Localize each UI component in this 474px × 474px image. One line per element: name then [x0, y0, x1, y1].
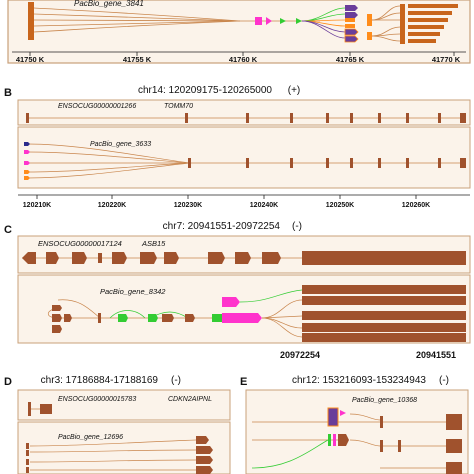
panel-c-reference-exons	[22, 251, 466, 265]
panel-b-reference-exons	[26, 113, 466, 123]
panel-b-gene-name: TOMM70	[164, 103, 193, 110]
panel-b-tick-label: 120210K	[23, 202, 51, 209]
panel-a-tick-label: 41770 K	[432, 55, 461, 64]
panel-c: C chr7: 20941551-20972254 (-) ENSOCUG000…	[4, 221, 471, 360]
panel-e-letter: E	[240, 376, 247, 388]
panel-d: D chr3: 17186884-17188169 (-) ENSOCUG000…	[4, 375, 231, 474]
panel-b-axis-ticks	[36, 195, 417, 199]
panel-e-title: chr12: 153216093-153234943	[292, 375, 426, 386]
panel-b-pacbio-track	[17, 126, 471, 189]
panel-d-pacbio-junctions	[29, 439, 197, 471]
panel-d-ens-label: ENSOCUG00000015783	[58, 396, 136, 403]
panel-b: B chr14: 120209175-120265000 (+) ENSOCUG…	[4, 85, 471, 209]
panel-c-ens-label: ENSOCUG00000017124	[38, 239, 122, 248]
panel-c-coord-left: 20972254	[280, 350, 320, 360]
panel-d-strand: (-)	[171, 375, 181, 386]
panel-d-reference-track	[17, 389, 231, 421]
panel-a-gene-label: PacBio_gene_3841	[74, 0, 144, 8]
panel-b-strand: (+)	[288, 85, 301, 96]
panel-d-pacbio-exons	[26, 436, 213, 474]
panel-e-pacbio-label: PacBio_gene_10368	[352, 397, 417, 404]
panel-b-title: chr14: 120209175-120265000	[138, 85, 272, 96]
panel-e-pacbio-track	[245, 389, 469, 474]
panel-d-reference-exons	[28, 402, 52, 416]
panel-b-reference-track	[17, 99, 471, 126]
panel-c-letter: C	[4, 224, 12, 236]
panel-a-alt-exons	[344, 5, 372, 43]
panel-a-terminal-exons	[400, 4, 458, 44]
panel-d-title: chr3: 17186884-17188169	[41, 375, 159, 386]
panel-c-title: chr7: 20941551-20972254	[163, 221, 281, 232]
panel-a-tick-label: 41765 K	[336, 55, 365, 64]
panel-c-coord-right: 20941551	[416, 350, 456, 360]
panel-b-pacbio-first-exons	[24, 142, 30, 180]
panel-d-gene-name: CDKN2AIPNL	[168, 396, 212, 403]
panel-b-tick-label: 120250K	[326, 202, 354, 209]
panel-d-pacbio-track	[17, 421, 231, 474]
panel-c-pacbio-label: PacBio_gene_8342	[100, 287, 166, 296]
panel-b-pacbio-exons	[188, 158, 466, 168]
panel-a-right-junctions	[371, 5, 401, 42]
panel-e-strand: (-)	[439, 375, 449, 386]
panel-a-alt-junctions	[301, 7, 346, 39]
panel-a-middle-exons	[255, 17, 302, 25]
panel-a: PacBio_gene_3841	[7, 0, 471, 64]
panel-b-pacbio-label: PacBio_gene_3633	[90, 141, 151, 148]
panel-a-tick-label: 41750 K	[16, 55, 45, 64]
panel-a-tick-label: 41760 K	[229, 55, 258, 64]
panel-b-ens-label: ENSOCUG00000001266	[58, 103, 136, 110]
panel-c-gene-name: ASB15	[141, 239, 166, 248]
panel-b-pacbio-junctions	[27, 143, 466, 179]
panel-c-strand: (-)	[292, 221, 302, 232]
panel-c-pacbio-exons	[52, 285, 466, 342]
panel-e: E chr12: 153216093-153234943 (-) PacBio_…	[240, 375, 469, 474]
panel-a-left-fan	[28, 2, 241, 40]
panel-b-tick-label: 120240K	[250, 202, 278, 209]
panel-d-pacbio-label: PacBio_gene_12696	[58, 434, 123, 441]
panel-b-tick-label: 120260K	[402, 202, 430, 209]
panel-b-letter: B	[4, 87, 12, 99]
panel-a-axis-ticks	[29, 52, 455, 56]
panel-a-tick-label: 41755 K	[123, 55, 152, 64]
panel-b-tick-label: 120230K	[174, 202, 202, 209]
panel-b-tick-label: 120220K	[98, 202, 126, 209]
panel-e-pacbio-exons	[327, 407, 462, 474]
panel-d-letter: D	[4, 376, 12, 388]
